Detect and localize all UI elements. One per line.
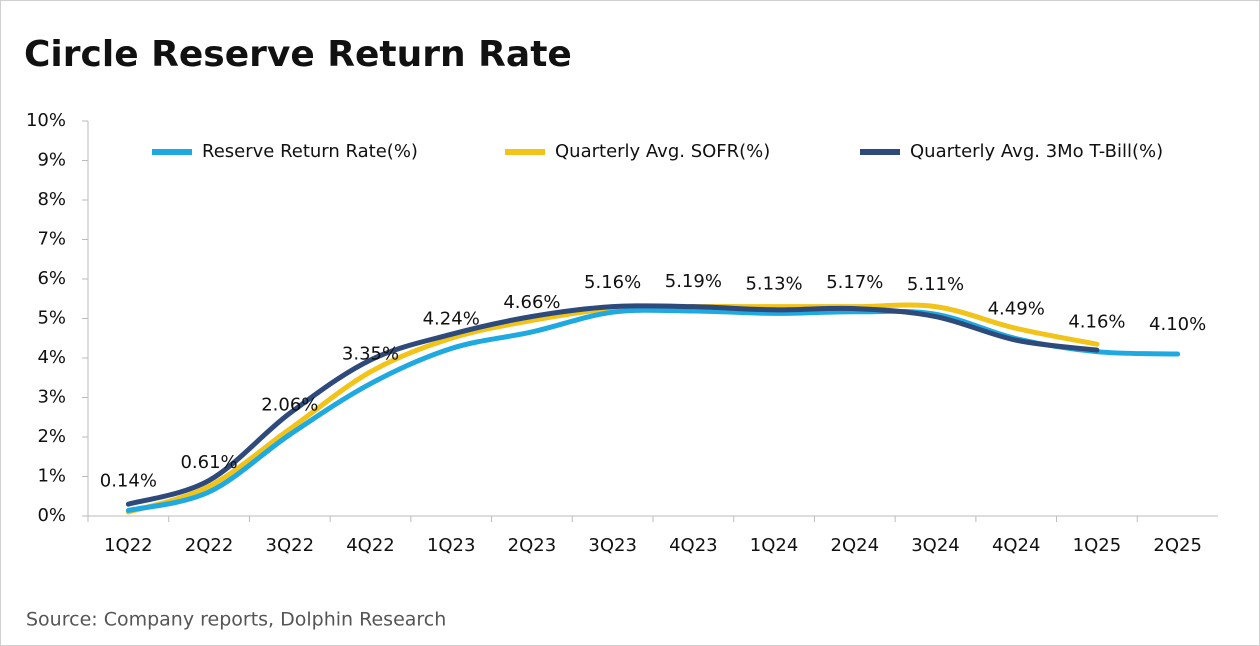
data-label: 5.16% (584, 272, 641, 293)
y-tick-label: 8% (37, 189, 66, 210)
legend-label: Quarterly Avg. 3Mo T-Bill(%) (910, 141, 1163, 162)
data-label: 5.17% (826, 272, 883, 293)
data-label: 2.06% (261, 395, 318, 416)
x-tick-label: 3Q23 (588, 535, 637, 556)
y-tick-label: 3% (37, 387, 66, 408)
x-tick-label: 2Q23 (508, 535, 557, 556)
y-tick-label: 1% (37, 466, 66, 487)
source: Source: Company reports, Dolphin Researc… (26, 609, 446, 631)
y-tick-label: 7% (37, 229, 66, 250)
y-tick-label: 9% (37, 150, 66, 171)
x-tick-label: 2Q25 (1153, 535, 1202, 556)
x-tick-label: 2Q22 (185, 535, 234, 556)
x-tick-label: 3Q24 (911, 535, 960, 556)
data-label: 4.24% (423, 309, 480, 330)
data-label: 5.11% (907, 274, 964, 295)
x-tick-label: 3Q22 (266, 535, 315, 556)
data-label: 0.61% (180, 452, 237, 473)
x-tick-label: 2Q24 (831, 535, 880, 556)
x-tick-label: 1Q22 (104, 535, 153, 556)
data-label: 5.19% (665, 271, 722, 292)
data-label: 0.14% (100, 470, 157, 491)
legend-label: Reserve Return Rate(%) (202, 141, 418, 162)
data-label: 4.49% (988, 299, 1045, 320)
legend-label: Quarterly Avg. SOFR(%) (555, 141, 770, 162)
y-tick-label: 6% (37, 268, 66, 289)
data-label: 5.13% (745, 273, 802, 294)
data-label: 4.16% (1068, 312, 1125, 333)
y-tick-label: 4% (37, 347, 66, 368)
y-tick-label: 2% (37, 426, 66, 447)
y-tick-label: 5% (37, 308, 66, 329)
x-tick-label: 4Q23 (669, 535, 718, 556)
x-tick-label: 4Q22 (346, 535, 395, 556)
x-tick-label: 4Q24 (992, 535, 1041, 556)
y-tick-label: 0% (37, 505, 66, 526)
chart-title: Circle Reserve Return Rate (24, 34, 572, 75)
data-label: 3.35% (342, 344, 399, 365)
x-tick-label: 1Q23 (427, 535, 476, 556)
x-tick-label: 1Q25 (1073, 535, 1122, 556)
series-line (125, 303, 1100, 507)
x-tick-label: 1Q24 (750, 535, 799, 556)
data-label: 4.10% (1149, 314, 1206, 335)
y-tick-label: 10% (26, 110, 66, 131)
data-label: 4.66% (503, 292, 560, 313)
